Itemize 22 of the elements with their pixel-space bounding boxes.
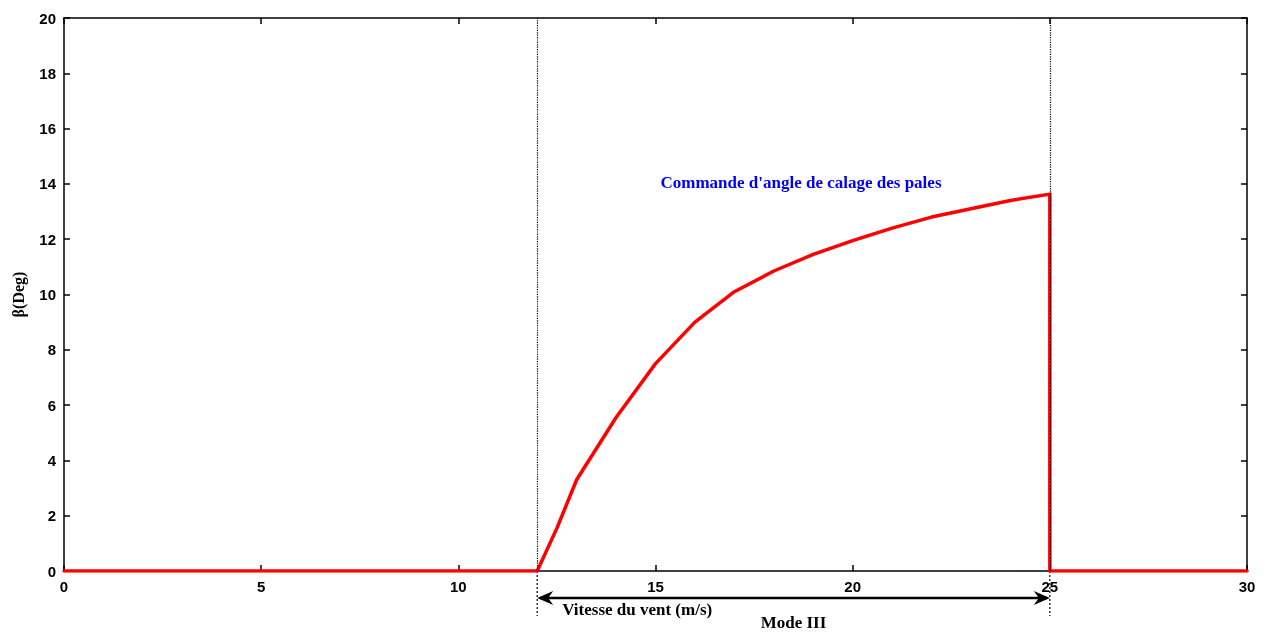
y-tick-label: 4 — [47, 451, 57, 469]
y-tick-label: 2 — [47, 507, 56, 525]
text: Mode III — [760, 613, 827, 632]
y-axis-title: β(Deg) — [9, 271, 28, 318]
x-tick-label: 20 — [844, 578, 862, 595]
x-tick-label: 30 — [1238, 578, 1256, 595]
x-tick-label: 5 — [256, 578, 266, 595]
y-tick-label: 8 — [47, 341, 56, 359]
y-tick-label: 16 — [39, 120, 56, 138]
y-tick-label: 6 — [47, 396, 56, 414]
y-tick-label: 18 — [39, 64, 56, 82]
x-tick-label: 0 — [59, 578, 69, 595]
x-tick-label: 15 — [647, 578, 664, 595]
y-tick-label: 0 — [47, 562, 56, 580]
y-tick-label: 20 — [39, 9, 56, 27]
y-tick-label: 14 — [39, 175, 57, 193]
x-tick-label: 25 — [1041, 578, 1059, 595]
x-tick-label: 10 — [449, 578, 467, 595]
y-tick-label: 10 — [39, 286, 56, 303]
annotation: Commande d'angle de calage des pales — [660, 173, 942, 193]
x-axis-title: Vitesse du vent (m/s) — [562, 600, 713, 619]
y-tick-label: 12 — [39, 230, 56, 248]
